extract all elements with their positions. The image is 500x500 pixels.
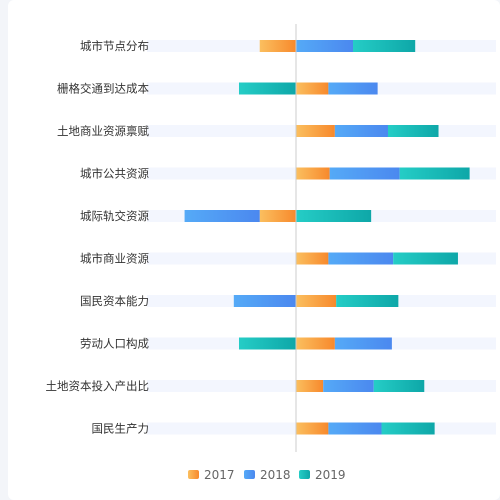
bar-2018[interactable]: [334, 337, 392, 350]
bar-2018[interactable]: [334, 125, 388, 137]
category-label: 城际轨交资源: [80, 209, 149, 223]
category-label: 城市节点分布: [80, 39, 149, 53]
legend-swatch-2018[interactable]: [244, 470, 255, 479]
bar-2019[interactable]: [336, 295, 399, 307]
bar-2017[interactable]: [296, 125, 335, 137]
bar-2017[interactable]: [296, 167, 330, 180]
bar-2018[interactable]: [328, 252, 394, 265]
bar-2019[interactable]: [399, 167, 470, 180]
bar-2018[interactable]: [296, 40, 354, 52]
legend-swatch-2019[interactable]: [299, 470, 310, 479]
category-label: 栅格交通到达成本: [57, 82, 149, 96]
bar-2017[interactable]: [259, 210, 296, 222]
bar-2017[interactable]: [259, 40, 296, 52]
chart-card: 城市节点分布栅格交通到达成本 土地商业资源禀赋城市公共资源 城际轨交资源 城市商业资源…: [8, 0, 500, 500]
category-label: 土地资本投入产出比: [46, 379, 150, 393]
bar-2017[interactable]: [296, 82, 329, 95]
bar-2017[interactable]: [296, 252, 329, 265]
legend-swatch-2017[interactable]: [188, 470, 199, 479]
bar-2019[interactable]: [393, 252, 458, 265]
bar-2018[interactable]: [328, 422, 382, 435]
category-label: 城市商业资源: [80, 252, 149, 266]
bar-2017[interactable]: [296, 337, 335, 350]
bar-2017[interactable]: [296, 380, 324, 392]
bar-2018[interactable]: [184, 210, 260, 222]
bar-2018[interactable]: [328, 82, 378, 95]
diverging-bar-chart: 城市节点分布栅格交通到达成本土地商业资源禀赋城市公共资源城际轨交资源城市商业资源…: [46, 24, 496, 482]
bar-2018[interactable]: [233, 295, 296, 307]
bar-2017[interactable]: [296, 422, 329, 435]
category-label: 土地商业资源禀赋: [57, 124, 149, 138]
category-label: 国民资本能力: [80, 294, 149, 308]
bar-2019[interactable]: [387, 125, 439, 137]
bar-2017[interactable]: [296, 295, 337, 307]
legend-label-2017[interactable]: 2017: [204, 468, 235, 482]
bar-2019[interactable]: [238, 337, 296, 350]
legend-label-2018[interactable]: 2018: [260, 468, 291, 482]
bar-2019[interactable]: [373, 380, 425, 392]
bar-2019[interactable]: [381, 422, 435, 435]
bar-2019[interactable]: [296, 210, 372, 222]
category-label: 国民生产力: [92, 422, 150, 436]
category-label: 城市公共资源: [80, 167, 149, 181]
bar-2018[interactable]: [323, 380, 374, 392]
bar-2019[interactable]: [353, 40, 416, 52]
bar-2018[interactable]: [329, 167, 400, 180]
bar-2019[interactable]: [238, 82, 296, 95]
legend-label-2019[interactable]: 2019: [315, 468, 346, 482]
category-label: 劳动人口构成: [80, 337, 149, 351]
